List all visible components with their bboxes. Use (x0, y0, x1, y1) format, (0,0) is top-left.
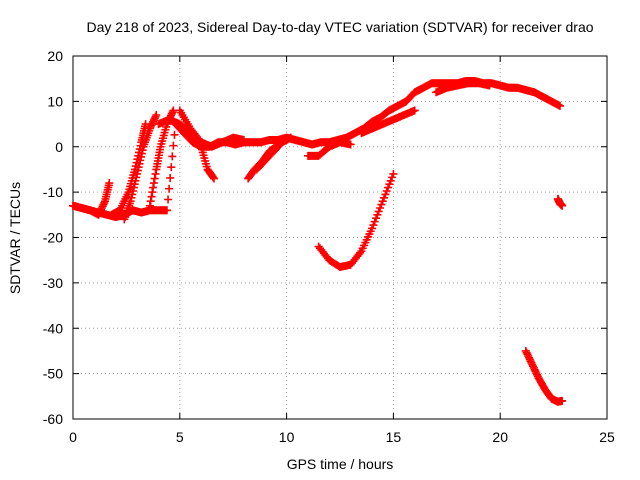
y-tick-label: -60 (43, 411, 63, 427)
data-point-marker (151, 112, 160, 121)
data-points (69, 76, 567, 406)
data-point-marker (356, 248, 365, 257)
data-point-marker (100, 198, 109, 207)
data-point-marker (410, 106, 419, 115)
data-point-marker (558, 201, 567, 210)
data-point-marker (162, 206, 171, 215)
data-point-marker (209, 173, 218, 182)
y-tick-label: -20 (43, 230, 63, 246)
data-point-marker (151, 169, 160, 178)
y-tick-label: -30 (43, 275, 63, 291)
data-point-marker (286, 133, 295, 142)
data-point-marker (485, 81, 494, 90)
series-track-12 (357, 106, 419, 138)
data-point-marker (166, 173, 175, 182)
data-point-marker (170, 130, 179, 139)
x-tick-label: 25 (599, 429, 615, 445)
data-point-marker (141, 120, 150, 129)
data-point-marker (346, 140, 355, 149)
grid (73, 56, 607, 419)
data-point-marker (146, 197, 155, 206)
data-point-marker (169, 141, 178, 150)
data-point-marker (149, 183, 158, 192)
data-point-marker (147, 192, 156, 201)
y-tick-label: 0 (55, 139, 63, 155)
series-track-11 (314, 169, 398, 271)
data-point-marker (558, 396, 567, 405)
series-track-15 (553, 194, 567, 210)
data-point-marker (389, 169, 398, 178)
x-tick-label: 0 (69, 429, 77, 445)
x-tick-label: 15 (386, 429, 402, 445)
data-point-marker (239, 135, 248, 144)
y-tick-label: 20 (47, 48, 63, 64)
data-point-marker (168, 152, 177, 161)
data-point-marker (105, 179, 114, 188)
x-tick-label: 5 (176, 429, 184, 445)
series-track-10 (303, 138, 355, 160)
series-track-4 (120, 110, 161, 224)
series-track-14 (521, 346, 567, 406)
data-point-marker (209, 174, 218, 183)
data-point-marker (167, 163, 176, 172)
y-tick-label: 10 (47, 93, 63, 109)
data-point-marker (164, 195, 173, 204)
y-tick-label: -50 (43, 366, 63, 382)
data-point-marker (149, 179, 158, 188)
chart-title: Day 218 of 2023, Sidereal Day-to-day VTE… (86, 19, 593, 35)
series-track-2 (69, 179, 114, 219)
data-point-marker (152, 110, 161, 119)
data-point-marker (150, 174, 159, 183)
x-tick-label: 10 (279, 429, 295, 445)
data-point-marker (168, 108, 177, 117)
series-track-5 (145, 106, 178, 210)
series-track-13 (432, 79, 494, 97)
axis-ticks: 0 5 10 15 20 25 -60 -50 -40 -30 -20 -10 0 10 20 (43, 48, 615, 445)
y-tick-label: -10 (43, 184, 63, 200)
data-point-marker (556, 101, 565, 110)
y-axis-label: SDTVAR / TECUs (7, 182, 23, 294)
data-point-marker (148, 188, 157, 197)
series-track-7 (175, 106, 248, 151)
data-point-marker (165, 184, 174, 193)
y-tick-label: -40 (43, 320, 63, 336)
series-track-9 (252, 133, 295, 174)
x-axis-label: GPS time / hours (287, 456, 394, 472)
x-tick-label: 20 (492, 429, 508, 445)
data-point-marker (145, 201, 154, 210)
series-track-6 (154, 115, 218, 183)
